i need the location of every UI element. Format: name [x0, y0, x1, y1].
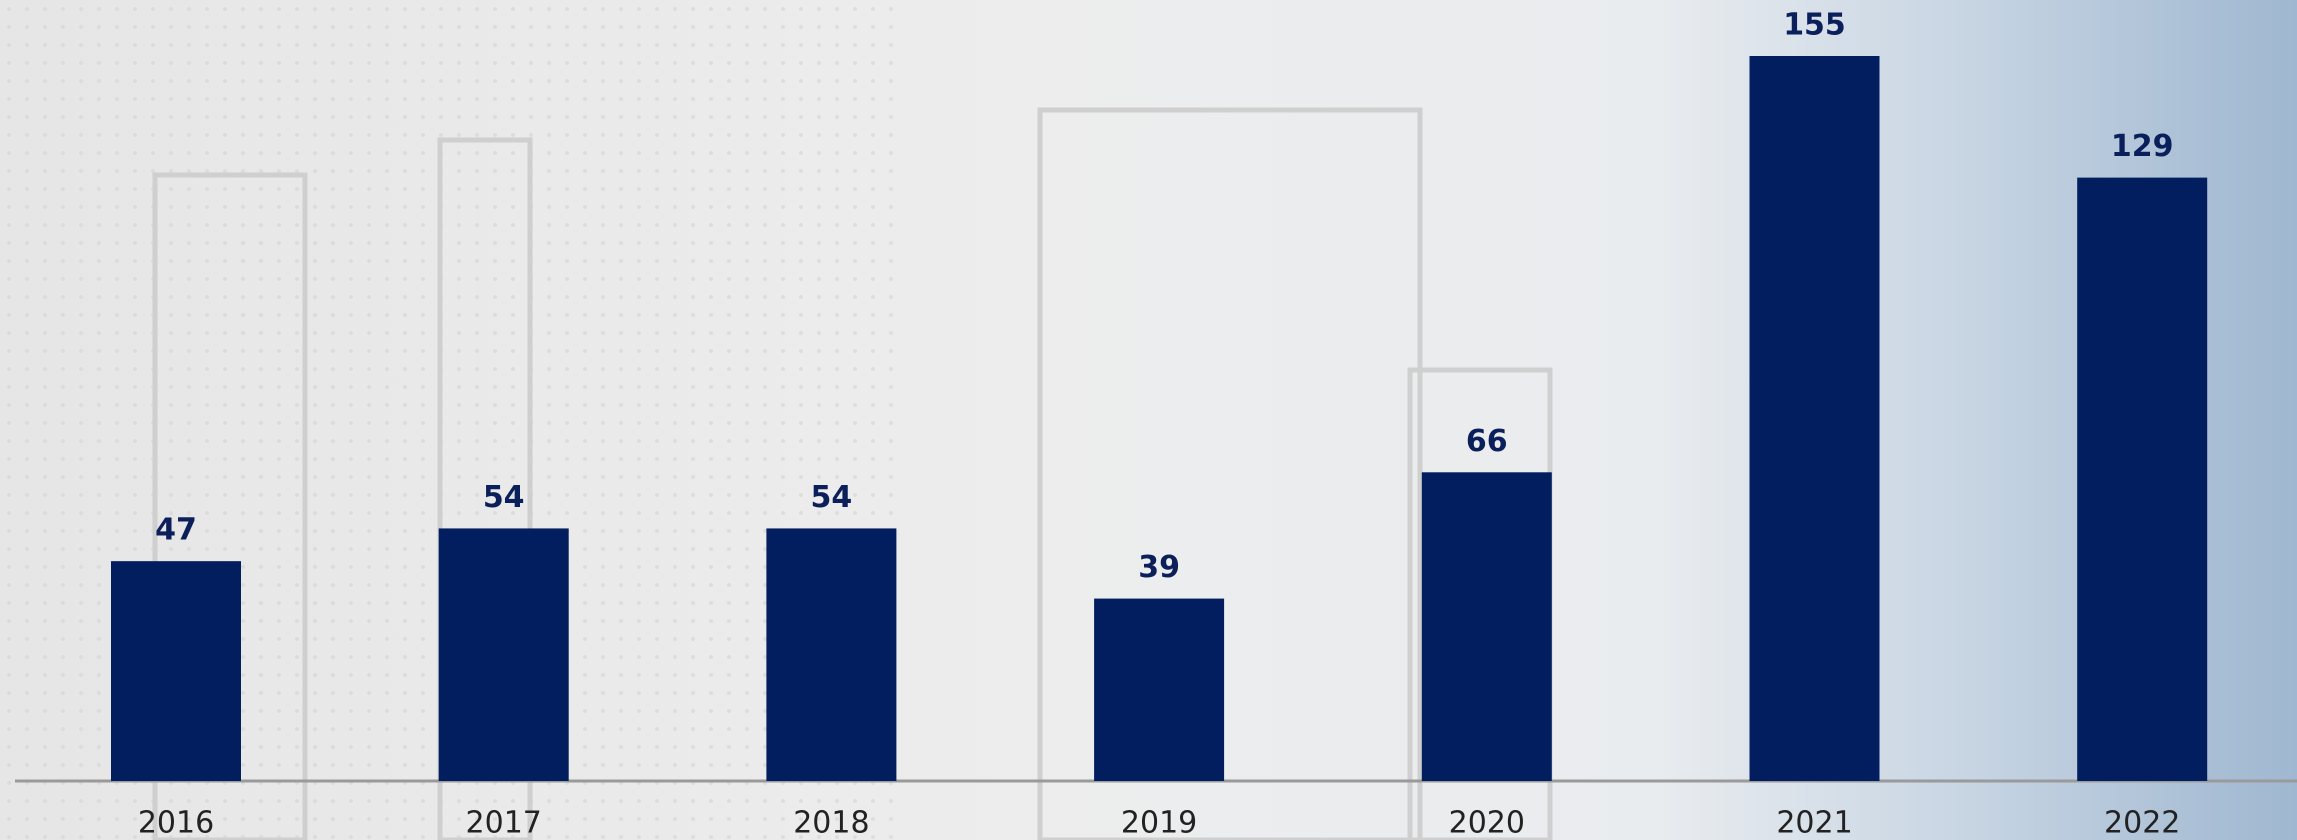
value-label: 155 — [1783, 8, 1846, 43]
bar — [2077, 177, 2208, 781]
bar — [1749, 56, 1880, 781]
x-tick-label: 2020 — [1449, 806, 1525, 840]
bar — [1094, 598, 1225, 781]
x-tick-label: 2022 — [2104, 806, 2180, 840]
bar — [1421, 472, 1552, 781]
value-label: 129 — [2111, 129, 2174, 164]
x-tick-label: 2019 — [1121, 806, 1197, 840]
x-tick-label: 2016 — [138, 806, 214, 840]
x-tick-label: 2018 — [793, 806, 869, 840]
value-label: 39 — [1138, 550, 1180, 585]
value-label: 54 — [483, 480, 525, 515]
background-buildings — [152, 107, 1553, 840]
value-label: 47 — [155, 513, 197, 548]
bar — [438, 528, 569, 781]
value-label: 66 — [1466, 424, 1508, 459]
bar — [766, 528, 897, 781]
x-tick-label: 2021 — [1776, 806, 1852, 840]
bar — [111, 561, 241, 781]
value-label: 54 — [811, 480, 853, 515]
x-tick-label: 2017 — [466, 806, 542, 840]
